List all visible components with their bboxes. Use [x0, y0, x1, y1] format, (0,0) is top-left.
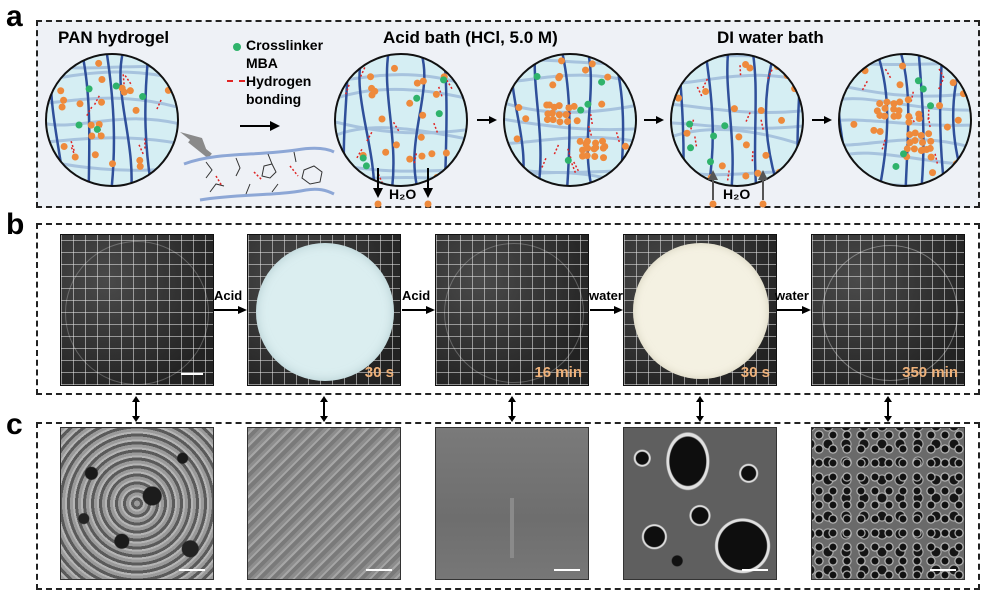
- process-arrow-main: [240, 121, 280, 131]
- gel-network-2: [334, 53, 468, 187]
- step-2-arrow: [402, 306, 435, 314]
- photo-1-disc: [65, 241, 209, 385]
- sem-3-streak: [510, 498, 514, 558]
- sem-1-scalebar: [179, 569, 205, 571]
- photo-4-disc: [633, 243, 769, 379]
- pan-hydrogel-title: PAN hydrogel: [58, 28, 170, 47]
- h2o-out-arrows: [373, 168, 433, 208]
- crosslinker-legend-dot: [233, 43, 241, 51]
- step-3-arrow: [590, 306, 623, 314]
- sem-image-2: [247, 427, 401, 580]
- sem-image-3: [435, 427, 589, 580]
- photo-5-time: 350 min: [902, 364, 958, 381]
- arrow-a-1: [477, 116, 497, 124]
- step-3-label: water: [589, 288, 623, 303]
- link-arrow-4: [696, 396, 704, 422]
- photo-1: [60, 234, 214, 386]
- panel-c-letter: c: [6, 408, 23, 441]
- acid-bath-title: Acid bath (HCl, 5.0 M): [383, 28, 558, 47]
- photo-5-disc: [822, 245, 958, 381]
- photo-2-disc: [256, 243, 394, 381]
- photo-3-time: 16 min: [534, 364, 582, 381]
- water-bath-title: DI water bath: [717, 28, 824, 47]
- link-arrow-3: [508, 396, 516, 422]
- photo-3: 16 min: [435, 234, 589, 386]
- step-2-label: Acid: [402, 288, 431, 303]
- photo-5: 350 min: [811, 234, 965, 386]
- h2o-in-arrows: [708, 170, 768, 208]
- h2o-out-label: H₂O: [389, 186, 417, 202]
- step-4-arrow: [777, 306, 811, 314]
- gel-network-4: [670, 53, 804, 187]
- gel-network-3: [503, 53, 637, 187]
- photo-4: 30 s: [623, 234, 777, 386]
- sem-4-scalebar: [742, 569, 768, 571]
- photo-2: 30 s: [247, 234, 401, 386]
- sem-image-5: [811, 427, 965, 580]
- link-arrow-1: [132, 396, 140, 422]
- h2o-in-label: H₂O: [723, 186, 751, 202]
- sem-image-4: [623, 427, 777, 580]
- photo-1-scalebar: [181, 373, 203, 375]
- panel-b-letter: b: [6, 208, 25, 241]
- sem-5-scalebar: [930, 569, 956, 571]
- gel-network-1: [45, 53, 179, 187]
- sem-3-scalebar: [554, 569, 580, 571]
- hbond-legend-label: Hydrogen: [246, 73, 312, 89]
- arrow-a-2: [644, 116, 664, 124]
- link-arrow-5: [884, 396, 892, 422]
- chemical-structure-icon: [183, 146, 335, 202]
- step-1-label: Acid: [214, 288, 243, 303]
- crosslinker-legend-label: Crosslinker: [246, 37, 324, 53]
- step-4-label: water: [775, 288, 809, 303]
- arrow-a-3: [812, 116, 832, 124]
- photo-2-time: 30 s: [364, 364, 394, 381]
- sem-image-1: [60, 427, 214, 580]
- zoom-wedge-icon: [180, 132, 212, 159]
- panel-c-frame: [36, 422, 980, 590]
- step-1-arrow: [214, 306, 247, 314]
- hbond-legend-line: [227, 80, 245, 82]
- panel-a-letter: a: [6, 0, 23, 33]
- sem-2-scalebar: [366, 569, 392, 571]
- gel-network-5: [838, 53, 972, 187]
- photo-3-disc: [444, 243, 584, 383]
- hbond-legend-sublabel: bonding: [246, 91, 302, 107]
- crosslinker-legend-sublabel: MBA: [246, 55, 278, 71]
- panel-b-frame: [36, 223, 980, 395]
- link-arrow-2: [320, 396, 328, 422]
- photo-4-time: 30 s: [740, 364, 770, 381]
